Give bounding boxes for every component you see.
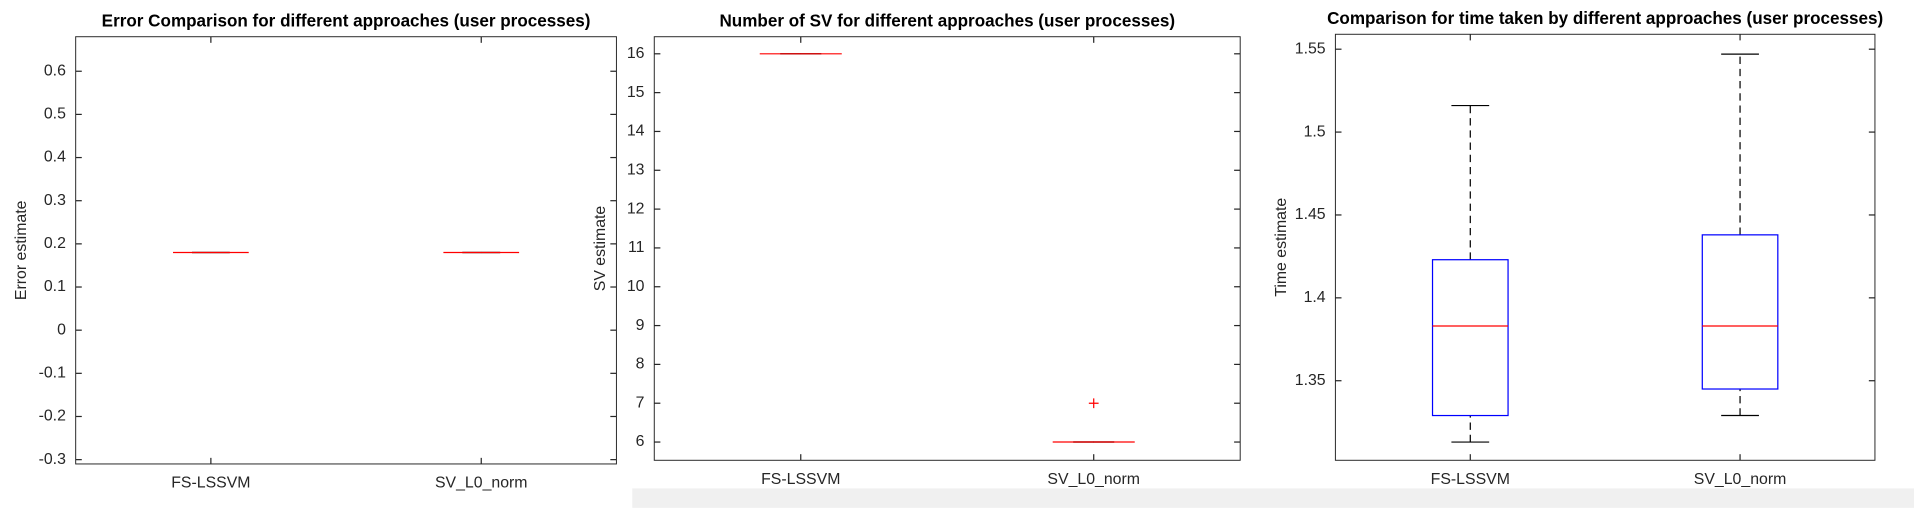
y-tick-label: 1.4: [1304, 289, 1326, 306]
y-tick-label: 12: [627, 200, 645, 217]
x-tick-label: SV_L0_norm: [435, 475, 528, 492]
y-axis-label: Error estimate: [13, 200, 30, 300]
box: [1701, 234, 1779, 390]
y-tick-label: 10: [627, 278, 645, 295]
y-tick-label: -0.2: [39, 408, 67, 425]
y-tick-label: 0.6: [44, 62, 66, 79]
y-tick-label: 0.5: [44, 106, 66, 123]
y-tick-label: -0.1: [39, 365, 67, 382]
y-tick-label: 14: [627, 123, 645, 140]
plot-area: [653, 36, 1241, 461]
y-tick-label: 15: [627, 84, 645, 101]
x-tick-label: SV_L0_norm: [1694, 471, 1787, 488]
x-tick-label: FS-LSSVM: [171, 475, 250, 492]
y-tick-label: 0.3: [44, 192, 66, 209]
y-tick-label: 1.5: [1304, 123, 1326, 140]
box: [1431, 259, 1509, 417]
x-tick-label: FS-LSSVM: [761, 471, 840, 488]
figure-margin: [632, 488, 1914, 508]
y-tick-label: 1.45: [1295, 206, 1326, 223]
y-tick-label: 8: [636, 356, 645, 373]
y-tick-label: 1.35: [1295, 372, 1326, 389]
outlier: [1088, 398, 1099, 409]
y-axis-label: SV estimate: [592, 206, 609, 292]
y-tick-label: 0.4: [44, 149, 66, 166]
x-tick-label: FS-LSSVM: [1431, 471, 1510, 488]
y-tick-label: 11: [628, 239, 645, 256]
chart-title: Error Comparison for different approache…: [102, 12, 591, 31]
plot-area: [1334, 33, 1876, 461]
chart-title: Number of SV for different approaches (u…: [719, 12, 1175, 31]
y-tick-label: 9: [636, 317, 645, 334]
y-tick-label: 16: [627, 45, 645, 62]
y-tick-label: 0.2: [44, 235, 66, 252]
y-axis-label: Time estimate: [1273, 198, 1290, 297]
y-tick-label: 7: [636, 394, 645, 411]
chart-title: Comparison for time taken by different a…: [1327, 9, 1883, 28]
y-tick-label: 1.55: [1295, 40, 1326, 57]
y-tick-label: -0.3: [39, 451, 67, 468]
y-tick-label: 0: [57, 321, 66, 338]
x-tick-label: SV_L0_norm: [1047, 471, 1140, 488]
y-tick-label: 0.1: [44, 278, 66, 295]
y-tick-label: 13: [627, 161, 645, 178]
y-tick-label: 6: [636, 433, 645, 450]
plot-area: [75, 36, 617, 465]
